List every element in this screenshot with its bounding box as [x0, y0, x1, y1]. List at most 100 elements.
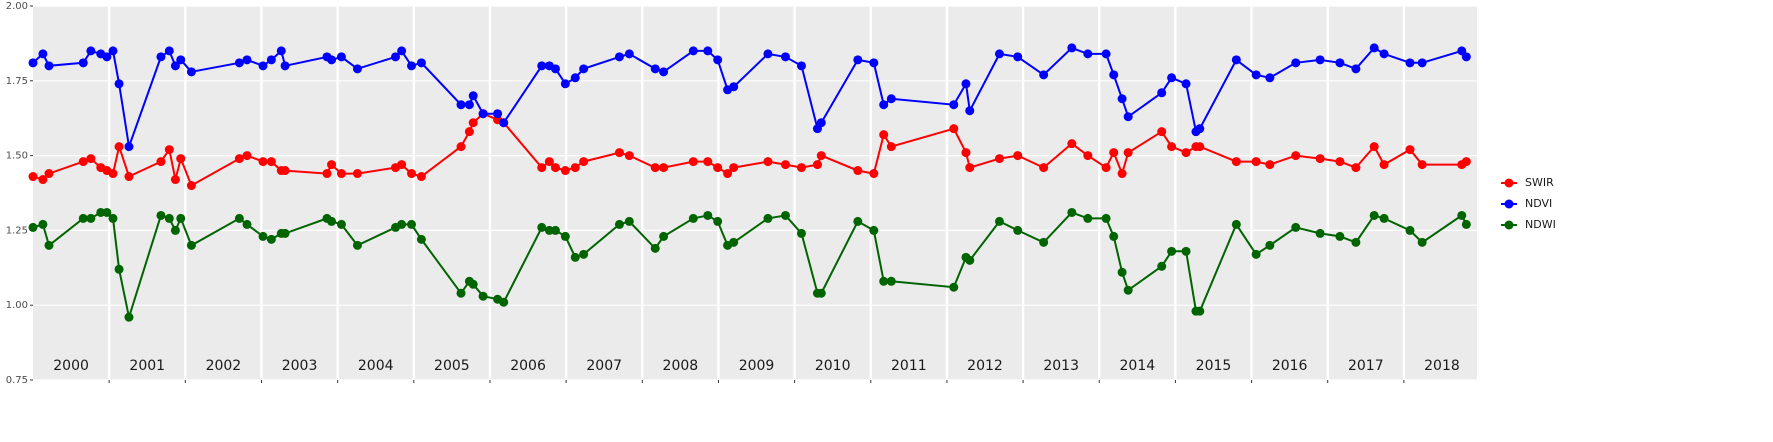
data-point — [550, 225, 560, 235]
data-point — [1067, 207, 1077, 217]
data-point — [713, 216, 723, 226]
year-label: 2008 — [663, 358, 699, 374]
data-point — [176, 154, 186, 164]
data-point — [114, 264, 124, 274]
data-point — [1405, 58, 1415, 68]
data-point — [1417, 58, 1427, 68]
year-label: 2011 — [891, 358, 927, 374]
legend-marker — [1504, 178, 1514, 188]
data-point — [176, 213, 186, 223]
data-point — [1167, 73, 1177, 83]
data-point — [1379, 213, 1389, 223]
data-point — [266, 55, 276, 65]
data-point — [650, 163, 660, 173]
data-point — [124, 312, 134, 322]
data-point — [258, 61, 268, 71]
data-point — [570, 163, 580, 173]
data-point — [1067, 43, 1077, 53]
data-point — [186, 67, 196, 77]
data-point — [537, 61, 547, 71]
data-point — [1083, 49, 1093, 59]
data-point — [879, 276, 889, 286]
data-point — [550, 64, 560, 74]
data-point — [560, 231, 570, 241]
data-point — [156, 210, 166, 220]
data-point — [1013, 151, 1023, 161]
data-point — [336, 52, 346, 62]
data-point — [352, 169, 362, 179]
data-point — [1315, 154, 1325, 164]
data-point — [1195, 124, 1205, 134]
data-point — [242, 219, 252, 229]
legend-marker — [1504, 199, 1514, 209]
legend-label: NDVI — [1525, 197, 1552, 210]
data-point — [1083, 213, 1093, 223]
data-point — [416, 58, 426, 68]
data-point — [763, 157, 773, 167]
data-point — [1181, 246, 1191, 256]
data-point — [994, 216, 1004, 226]
year-label: 2013 — [1043, 358, 1079, 374]
y-tick-label: 2.00 — [6, 1, 28, 12]
y-tick-label: 1.50 — [6, 151, 28, 162]
data-point — [1315, 55, 1325, 65]
data-point — [1461, 219, 1471, 229]
data-point — [1039, 70, 1049, 80]
data-point — [579, 64, 589, 74]
data-point — [352, 64, 362, 74]
data-point — [234, 213, 244, 223]
data-point — [258, 231, 268, 241]
year-label: 2009 — [739, 358, 775, 374]
data-point — [614, 219, 624, 229]
data-point — [1117, 169, 1127, 179]
data-point — [879, 130, 889, 140]
data-point — [763, 213, 773, 223]
data-point — [1101, 163, 1111, 173]
data-point — [544, 157, 554, 167]
data-point — [1039, 237, 1049, 247]
legend-label: SWIR — [1525, 176, 1554, 189]
data-point — [659, 231, 669, 241]
year-label: 2005 — [434, 358, 470, 374]
data-point — [78, 157, 88, 167]
data-point — [1251, 70, 1261, 80]
data-point — [234, 154, 244, 164]
data-point — [78, 213, 88, 223]
year-label: 2017 — [1348, 358, 1384, 374]
data-point — [570, 252, 580, 262]
data-point — [961, 79, 971, 89]
data-point — [124, 172, 134, 182]
data-point — [1351, 237, 1361, 247]
data-point — [28, 172, 38, 182]
y-tick-label: 1.25 — [6, 225, 28, 236]
data-point — [242, 55, 252, 65]
data-point — [1117, 267, 1127, 277]
data-point — [1291, 222, 1301, 232]
plot-panel — [33, 6, 1477, 380]
data-point — [816, 288, 826, 298]
data-point — [38, 175, 48, 185]
data-point — [322, 169, 332, 179]
data-point — [468, 91, 478, 101]
data-point — [624, 216, 634, 226]
data-point — [1167, 246, 1177, 256]
year-label: 2004 — [358, 358, 394, 374]
data-point — [713, 55, 723, 65]
data-point — [688, 157, 698, 167]
data-point — [729, 82, 739, 92]
data-point — [478, 109, 488, 119]
data-point — [1417, 237, 1427, 247]
data-point — [242, 151, 252, 161]
data-point — [28, 58, 38, 68]
data-point — [407, 219, 417, 229]
data-point — [1265, 240, 1275, 250]
data-point — [280, 228, 290, 238]
data-point — [1039, 163, 1049, 173]
data-point — [1265, 160, 1275, 170]
data-point — [407, 169, 417, 179]
data-point — [1013, 52, 1023, 62]
data-point — [1157, 88, 1167, 98]
year-label: 2003 — [282, 358, 318, 374]
data-point — [108, 46, 118, 56]
data-point — [1335, 157, 1345, 167]
